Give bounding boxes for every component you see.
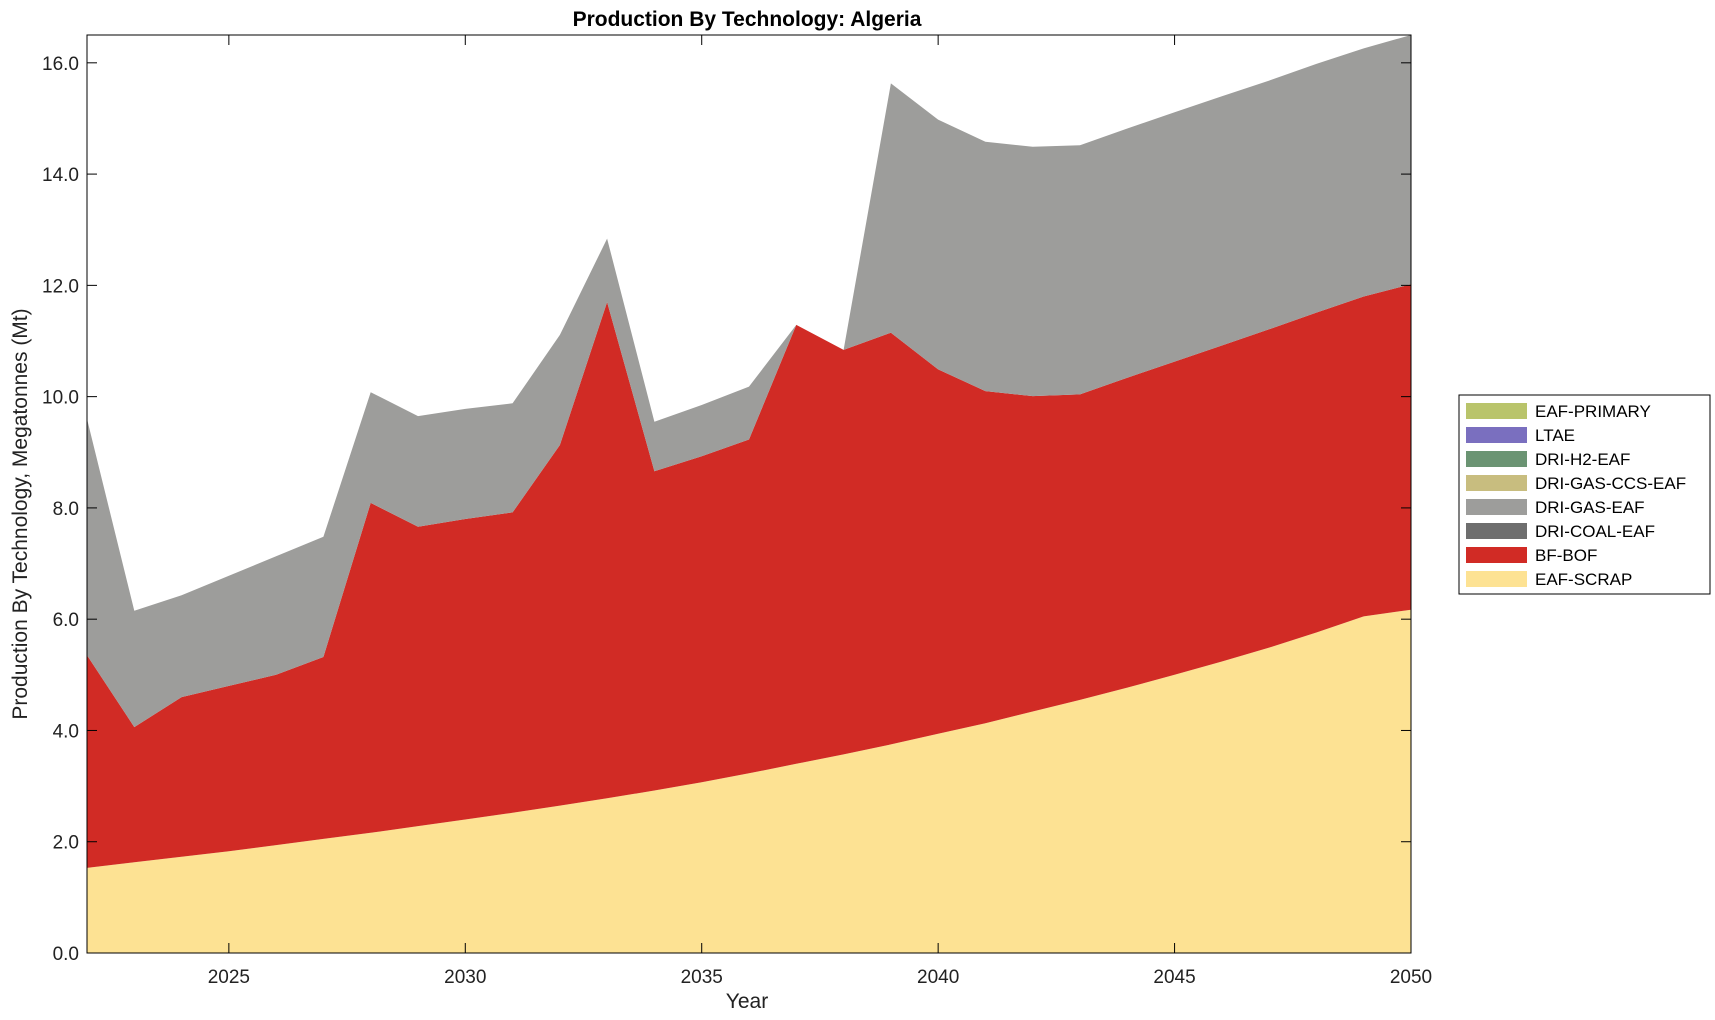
y-tick-label: 10.0 <box>42 388 79 409</box>
area-bf-bof <box>87 284 1411 868</box>
legend-label-dri-h2-eaf: DRI-H2-EAF <box>1535 450 1630 469</box>
legend-label-dri-coal-eaf: DRI-COAL-EAF <box>1535 522 1655 541</box>
legend-swatch-eaf-primary <box>1466 403 1527 419</box>
plot-frame <box>86 34 1412 954</box>
y-tick-label: 12.0 <box>42 276 79 297</box>
legend-swatch-dri-gas-ccs-eaf <box>1466 475 1527 491</box>
x-tick-label: 2050 <box>1390 967 1432 988</box>
y-tick-label: 14.0 <box>42 165 79 186</box>
legend-swatch-dri-coal-eaf <box>1466 523 1527 539</box>
legend: EAF-PRIMARY LTAE DRI-H2-EAF DRI-GAS-CCS-EAF… <box>1458 394 1711 595</box>
y-tick-label: 0.0 <box>53 944 79 965</box>
x-tick-label: 2030 <box>444 967 486 988</box>
legend-label-ltae: LTAE <box>1535 426 1575 445</box>
legend-swatch-ltae <box>1466 427 1527 443</box>
legend-label-eaf-scrap: EAF-SCRAP <box>1535 570 1632 589</box>
y-tick-label: 6.0 <box>53 610 79 631</box>
x-tick-label: 2025 <box>208 967 250 988</box>
y-tick-label: 16.0 <box>42 54 79 75</box>
legend-swatch-dri-h2-eaf <box>1466 451 1527 467</box>
x-axis-label: Year <box>726 990 768 1013</box>
y-tick-label: 2.0 <box>53 833 79 854</box>
y-tick-label: 8.0 <box>53 499 79 520</box>
x-axis: 2025 2030 2035 2040 2045 2050 <box>208 35 1432 988</box>
x-tick-label: 2040 <box>917 967 959 988</box>
legend-label-eaf-primary: EAF-PRIMARY <box>1535 402 1651 421</box>
legend-label-bf-bof: BF-BOF <box>1535 546 1597 565</box>
legend-label-dri-gas-ccs-eaf: DRI-GAS-CCS-EAF <box>1535 474 1686 493</box>
chart-title: Production By Technology: Algeria <box>573 8 922 31</box>
y-axis: 0.0 2.0 4.0 6.0 8.0 10.0 12.0 14.0 16.0 <box>42 54 1411 965</box>
legend-swatch-dri-gas-eaf <box>1466 499 1527 515</box>
x-tick-label: 2045 <box>1153 967 1195 988</box>
legend-swatch-eaf-scrap <box>1466 571 1527 587</box>
legend-swatch-bf-bof <box>1466 547 1527 563</box>
y-axis-label: Production By Technology, Megatonnes (Mt… <box>9 308 32 719</box>
area-eaf-scrap <box>87 609 1411 953</box>
legend-label-dri-gas-eaf: DRI-GAS-EAF <box>1535 498 1645 517</box>
x-tick-label: 2035 <box>681 967 723 988</box>
plot-area <box>86 34 1412 954</box>
area-dri-gas-eaf <box>87 35 1411 728</box>
y-tick-label: 4.0 <box>53 721 79 742</box>
